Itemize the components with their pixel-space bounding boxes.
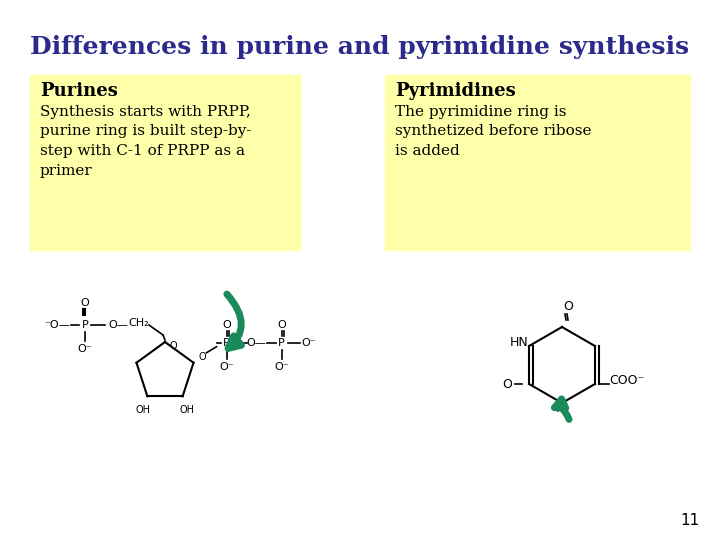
Text: O: O [563,300,573,314]
Text: Synthesis starts with PRPP,
purine ring is built step-by-
step with C-1 of PRPP : Synthesis starts with PRPP, purine ring … [40,105,251,178]
FancyBboxPatch shape [30,75,300,250]
FancyArrowPatch shape [227,294,241,348]
Text: Pyrimidines: Pyrimidines [395,82,516,100]
Text: O—: O— [246,338,266,348]
FancyArrowPatch shape [554,399,569,420]
Text: Differences in purine and pyrimidine synthesis: Differences in purine and pyrimidine syn… [30,35,689,59]
Text: OH: OH [136,406,151,415]
Text: CH₂: CH₂ [129,318,149,328]
Text: O—: O— [108,320,128,330]
Text: O⁻: O⁻ [78,344,92,354]
Text: O⁻: O⁻ [219,362,234,372]
Text: P: P [278,338,285,348]
Text: The pyrimidine ring is
synthetized before ribose
is added: The pyrimidine ring is synthetized befor… [395,105,592,158]
Text: OH: OH [179,406,194,415]
Text: O: O [502,377,512,390]
Text: HN: HN [510,336,528,349]
Text: O: O [277,320,286,330]
Text: O: O [169,341,177,351]
Text: ⁻O—: ⁻O— [44,320,70,330]
Text: O⁻: O⁻ [274,362,289,372]
Text: 11: 11 [680,513,700,528]
Text: O: O [81,298,89,308]
Text: P: P [81,320,89,330]
Text: O: O [222,320,231,330]
FancyBboxPatch shape [385,75,690,250]
Text: N: N [555,402,564,415]
Text: O: O [199,352,207,362]
Text: Purines: Purines [40,82,118,100]
Text: P: P [223,338,230,348]
Text: O⁻: O⁻ [301,338,316,348]
Text: COO⁻: COO⁻ [609,374,644,387]
